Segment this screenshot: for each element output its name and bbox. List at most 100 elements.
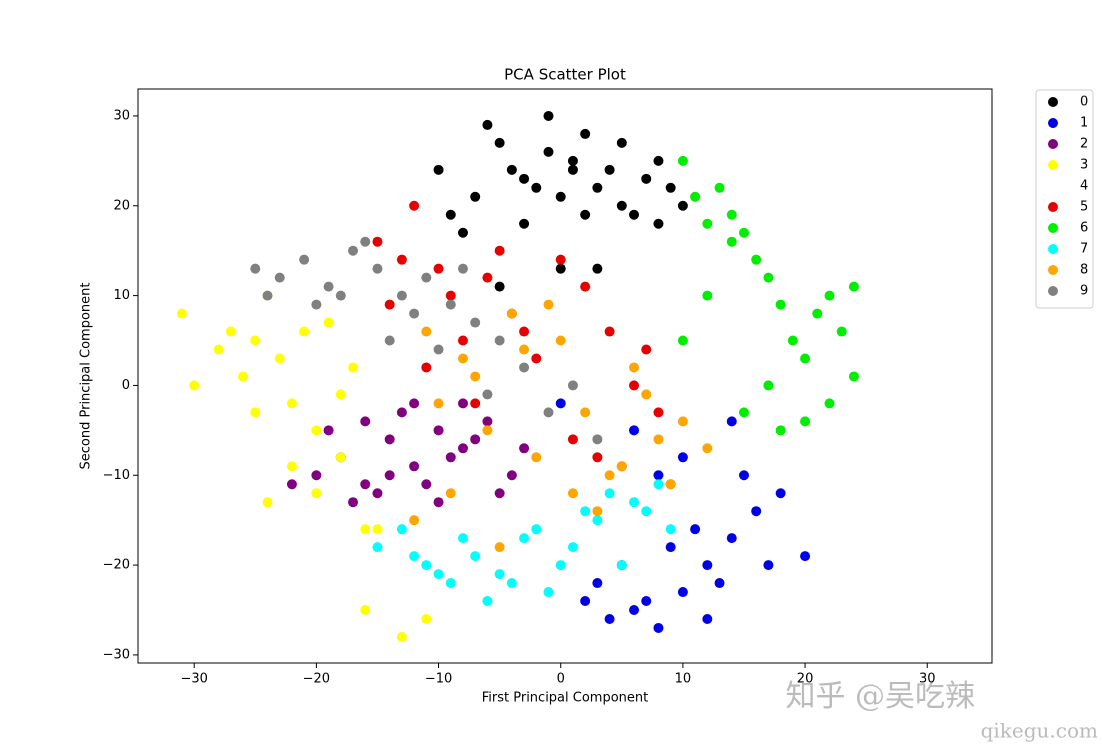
point: [494, 542, 505, 553]
point: [604, 164, 615, 175]
point: [726, 236, 737, 247]
point: [482, 425, 493, 436]
point: [433, 497, 444, 508]
point: [494, 380, 505, 391]
legend-label: 0: [1080, 95, 1088, 110]
point: [787, 335, 798, 346]
legend-label: 2: [1080, 137, 1088, 152]
x-tick-label: 30: [919, 672, 936, 687]
point: [665, 524, 676, 535]
point: [567, 380, 578, 391]
legend-label: 8: [1080, 263, 1088, 278]
y-tick-label: 0: [122, 378, 130, 393]
point: [335, 389, 346, 400]
point: [763, 272, 774, 283]
point: [494, 335, 505, 346]
point: [751, 254, 762, 265]
point: [616, 461, 627, 472]
point: [653, 218, 664, 229]
point: [604, 326, 615, 337]
y-tick-label: 30: [113, 108, 130, 123]
point: [433, 164, 444, 175]
point: [580, 407, 591, 418]
point: [616, 560, 627, 571]
legend-marker: [1048, 223, 1058, 233]
point: [763, 560, 774, 571]
point: [580, 209, 591, 220]
point: [592, 506, 603, 517]
point: [494, 137, 505, 148]
point: [616, 335, 627, 346]
point: [457, 533, 468, 544]
watermark: qikegu.com: [981, 719, 1098, 743]
point: [409, 398, 420, 409]
point: [592, 263, 603, 274]
point: [396, 407, 407, 418]
point: [482, 389, 493, 400]
point: [348, 245, 359, 256]
point: [457, 263, 468, 274]
point: [690, 191, 701, 202]
point: [702, 443, 713, 454]
point: [629, 497, 640, 508]
point: [421, 479, 432, 490]
point: [470, 317, 481, 328]
point: [616, 137, 627, 148]
point: [836, 326, 847, 337]
point: [641, 596, 652, 607]
point: [274, 272, 285, 283]
point: [592, 434, 603, 445]
point: [457, 227, 468, 238]
point: [311, 299, 322, 310]
y-tick-label: −10: [103, 468, 130, 483]
point: [445, 578, 456, 589]
legend-marker: [1048, 181, 1058, 191]
point: [470, 371, 481, 382]
point: [433, 569, 444, 580]
point: [360, 605, 371, 616]
point: [421, 272, 432, 283]
point: [714, 182, 725, 193]
point: [384, 299, 395, 310]
point: [751, 506, 762, 517]
point: [384, 470, 395, 481]
point: [677, 416, 688, 427]
point: [457, 398, 468, 409]
point: [726, 209, 737, 220]
y-tick-label: −30: [103, 647, 130, 662]
point: [494, 245, 505, 256]
point: [396, 290, 407, 301]
point: [555, 335, 566, 346]
point: [421, 613, 432, 624]
point: [800, 353, 811, 364]
legend-label: 9: [1080, 284, 1088, 299]
point: [531, 524, 542, 535]
point: [506, 578, 517, 589]
point: [555, 560, 566, 571]
point: [457, 443, 468, 454]
point: [225, 326, 236, 337]
point: [580, 596, 591, 607]
point: [629, 362, 640, 373]
point: [494, 569, 505, 580]
legend-marker: [1048, 286, 1058, 296]
x-axis-label: First Principal Component: [482, 691, 649, 706]
point: [299, 326, 310, 337]
point: [592, 182, 603, 193]
point: [641, 173, 652, 184]
point: [604, 470, 615, 481]
point: [286, 398, 297, 409]
point: [396, 254, 407, 265]
point: [567, 488, 578, 499]
point: [384, 335, 395, 346]
point: [286, 479, 297, 490]
point: [519, 443, 530, 454]
point: [555, 254, 566, 265]
point: [519, 533, 530, 544]
point: [567, 542, 578, 553]
legend-marker: [1048, 265, 1058, 275]
point: [238, 371, 249, 382]
point: [311, 470, 322, 481]
point: [384, 434, 395, 445]
point: [445, 290, 456, 301]
